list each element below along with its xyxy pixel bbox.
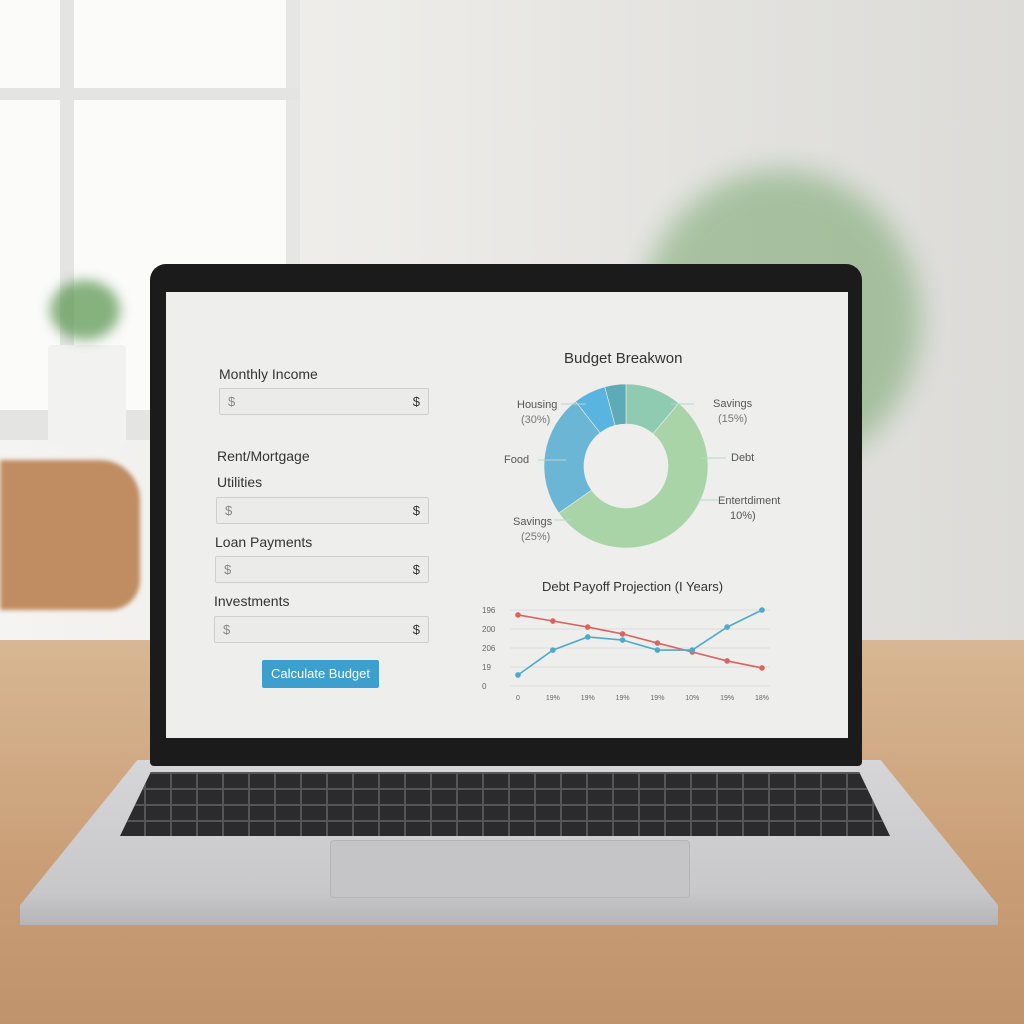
chair xyxy=(0,460,140,610)
utilities-label: Utilities xyxy=(217,474,263,490)
dollar-prefix: $ xyxy=(228,394,236,409)
loan-payments-input[interactable]: $ $ xyxy=(215,556,429,583)
investments-label: Investments xyxy=(214,593,290,609)
label-savings-left: Savings xyxy=(513,516,553,528)
plant-left xyxy=(50,280,120,340)
label-debt: Debt xyxy=(731,452,755,464)
donut-slice xyxy=(604,383,627,426)
label-savings-left-pct: (25%) xyxy=(521,531,551,543)
line-chart-title: Debt Payoff Projection (I Years) xyxy=(542,579,724,594)
loan-payments-label: Loan Payments xyxy=(215,534,313,550)
label-food: Food xyxy=(504,454,530,466)
dollar-suffix: $ xyxy=(412,562,420,577)
label-housing: Housing xyxy=(517,399,558,411)
label-entertainment: Entertdiment xyxy=(718,495,781,507)
trackpad xyxy=(330,840,690,898)
label-housing-pct: (30%) xyxy=(521,414,551,426)
dollar-prefix: $ xyxy=(224,562,232,577)
app-screen: Monthly Income $ $ Rent/Mortgage Utiliti… xyxy=(166,292,848,738)
donut-chart xyxy=(538,383,726,549)
label-savings-right: Savings xyxy=(713,398,753,410)
dollar-suffix: $ xyxy=(412,394,420,409)
label-entertainment-pct: 10%) xyxy=(730,510,756,522)
dollar-suffix: $ xyxy=(412,503,420,518)
dollar-prefix: $ xyxy=(225,503,233,518)
calculate-budget-button[interactable]: Calculate Budget xyxy=(262,660,379,688)
plant-pot xyxy=(48,345,126,445)
investments-input[interactable]: $ $ xyxy=(214,616,429,643)
monthly-income-label: Monthly Income xyxy=(219,366,318,382)
monthly-income-input[interactable]: $ $ xyxy=(219,388,429,415)
rent-mortgage-label: Rent/Mortgage xyxy=(217,448,310,464)
dollar-suffix: $ xyxy=(412,622,420,637)
keyboard xyxy=(120,772,890,836)
dollar-prefix: $ xyxy=(223,622,231,637)
utilities-input[interactable]: $ $ xyxy=(216,497,429,524)
label-savings-right-pct: (15%) xyxy=(718,413,748,425)
donut-title: Budget Breakwon xyxy=(564,350,683,367)
donut-slice xyxy=(558,402,709,549)
